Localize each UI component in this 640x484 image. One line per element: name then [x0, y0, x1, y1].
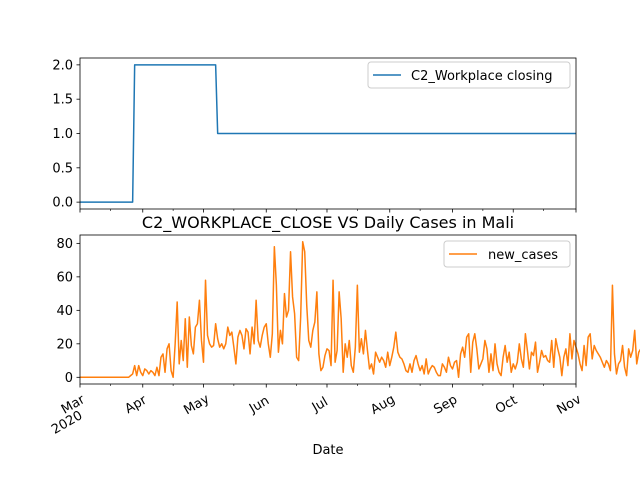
top-legend: C2_Workplace closing: [367, 61, 571, 89]
x-tick-label: Jun: [246, 393, 272, 417]
top-y-tick-label: 1.0: [52, 127, 73, 142]
top-y-ticks: 0.0 0.5 1.0 1.5 2.0: [52, 58, 80, 211]
x-tick-label: Apr: [123, 393, 151, 418]
top-subplot: 0.0 0.5 1.0 1.5 2.0 C2_Workplace closing: [52, 57, 577, 213]
bottom-y-tick-label: 80: [56, 237, 73, 252]
bottom-legend: new_cases: [443, 240, 571, 268]
bottom-legend-label: new_cases: [488, 248, 558, 263]
top-x-ticks: [79, 209, 577, 213]
bottom-y-tick-label: 20: [56, 337, 73, 352]
x-tick-label: Oct: [493, 393, 520, 417]
top-y-tick-label: 2.0: [52, 58, 73, 73]
bottom-series-line-0: [80, 240, 640, 379]
bottom-y-tick-label: 60: [56, 270, 73, 285]
bottom-plot-frame: [79, 234, 577, 385]
bottom-y-tick-label: 0: [65, 371, 73, 386]
top-plot-lines: [80, 64, 576, 203]
bottom-plot-lines: [80, 240, 640, 379]
top-y-tick-label: 1.5: [52, 93, 73, 108]
x-tick-label: May: [181, 392, 212, 419]
bottom-legend-box: [443, 240, 571, 268]
x-tick-label: Aug: [368, 392, 397, 418]
top-legend-box: [367, 61, 571, 89]
chart-title: C2_WORKPLACE_CLOSE VS Daily Cases in Mal…: [142, 213, 514, 233]
bottom-y-ticks: 0 20 40 60 80: [56, 237, 80, 386]
top-series-line-0: [80, 64, 576, 203]
x-tick-label: Nov: [555, 392, 585, 418]
top-y-tick-label: 0.5: [52, 161, 73, 176]
top-legend-label: C2_Workplace closing: [411, 69, 552, 84]
top-y-tick-label: 0.0: [52, 196, 73, 211]
x-tick-label: Sep: [431, 392, 460, 417]
x-axis-label: Date: [312, 443, 343, 458]
bottom-y-tick-label: 40: [56, 304, 73, 319]
x-tick-label: Jul: [309, 395, 331, 416]
